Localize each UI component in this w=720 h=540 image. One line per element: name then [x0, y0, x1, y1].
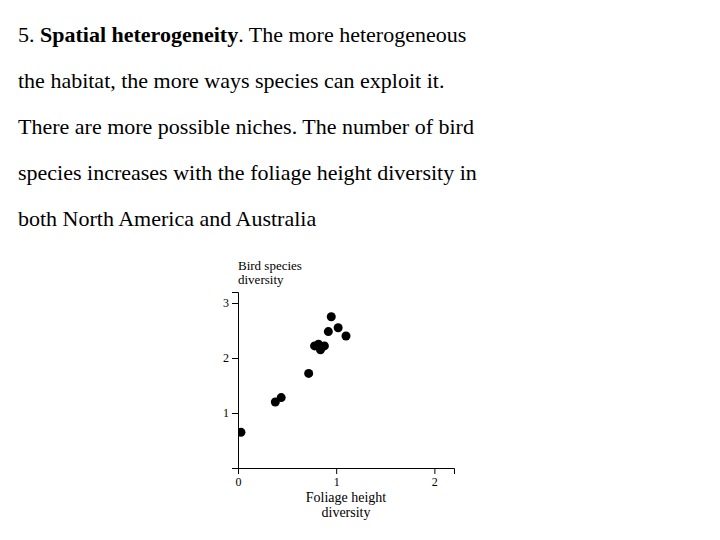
- x-axis-title-line: Foliage height: [306, 490, 387, 505]
- y-axis-line: [232, 293, 239, 469]
- x-tick: 2: [432, 468, 438, 489]
- annotation-line: 5. Spatial heterogeneity. The more heter…: [18, 22, 466, 47]
- annotation-line: both North America and Australia: [18, 206, 316, 231]
- point: [334, 323, 343, 332]
- point: [304, 369, 313, 378]
- y-axis: 1 2 3: [223, 293, 239, 469]
- point: [342, 332, 351, 341]
- x-axis-title-line: diversity: [322, 505, 371, 520]
- point: [238, 428, 245, 437]
- y-tick: 1: [223, 406, 238, 420]
- x-tick-mark: [336, 468, 337, 474]
- annotation-segment: species increases with the foliage heigh…: [18, 160, 477, 185]
- y-tick-label: 3: [223, 296, 229, 310]
- y-tick: 2: [223, 351, 238, 365]
- y-tick-mark: [232, 303, 238, 304]
- annotation-line: the habitat, the more ways species can e…: [18, 68, 444, 93]
- chart-svg: 5. Spatial heterogeneity. The more heter…: [0, 0, 720, 540]
- annotation-line: species increases with the foliage heigh…: [18, 160, 477, 185]
- x-tick: 0: [236, 468, 242, 489]
- y-tick-mark: [232, 358, 238, 359]
- point: [277, 393, 286, 402]
- x-axis: 0 1 2: [236, 468, 455, 489]
- x-axis-line: [239, 469, 455, 475]
- text-block: 5. Spatial heterogeneity. The more heter…: [18, 22, 477, 231]
- y-tick-label: 2: [223, 351, 229, 365]
- annotation-segment: 5.: [18, 22, 40, 47]
- annotation-segment: the habitat, the more ways species can e…: [18, 68, 444, 93]
- annotation-segment: Spatial heterogeneity: [40, 22, 238, 47]
- annotation-segment: both North America and Australia: [18, 206, 316, 231]
- point: [324, 327, 333, 336]
- y-tick: 3: [223, 296, 238, 310]
- x-tick-label: 0: [236, 475, 242, 489]
- plot-title-line: Bird species: [238, 258, 302, 273]
- y-tick-mark: [232, 413, 238, 414]
- x-tick-mark: [434, 468, 435, 474]
- x-tick-label: 2: [432, 475, 438, 489]
- y-tick-label: 1: [223, 406, 229, 420]
- point: [327, 312, 336, 321]
- plot-title-line: diversity: [238, 272, 284, 287]
- point: [320, 341, 329, 350]
- points: [238, 312, 351, 437]
- x-tick: 1: [334, 468, 340, 489]
- x-tick-label: 1: [334, 475, 340, 489]
- annotation-segment: . The more heterogeneous: [238, 22, 466, 47]
- x-axis-title: Foliage heightdiversity: [306, 490, 387, 520]
- annotation-line: There are more possible niches. The numb…: [18, 114, 474, 139]
- plot-title: Bird speciesdiversity: [238, 258, 302, 287]
- annotation-segment: There are more possible niches. The numb…: [18, 114, 474, 139]
